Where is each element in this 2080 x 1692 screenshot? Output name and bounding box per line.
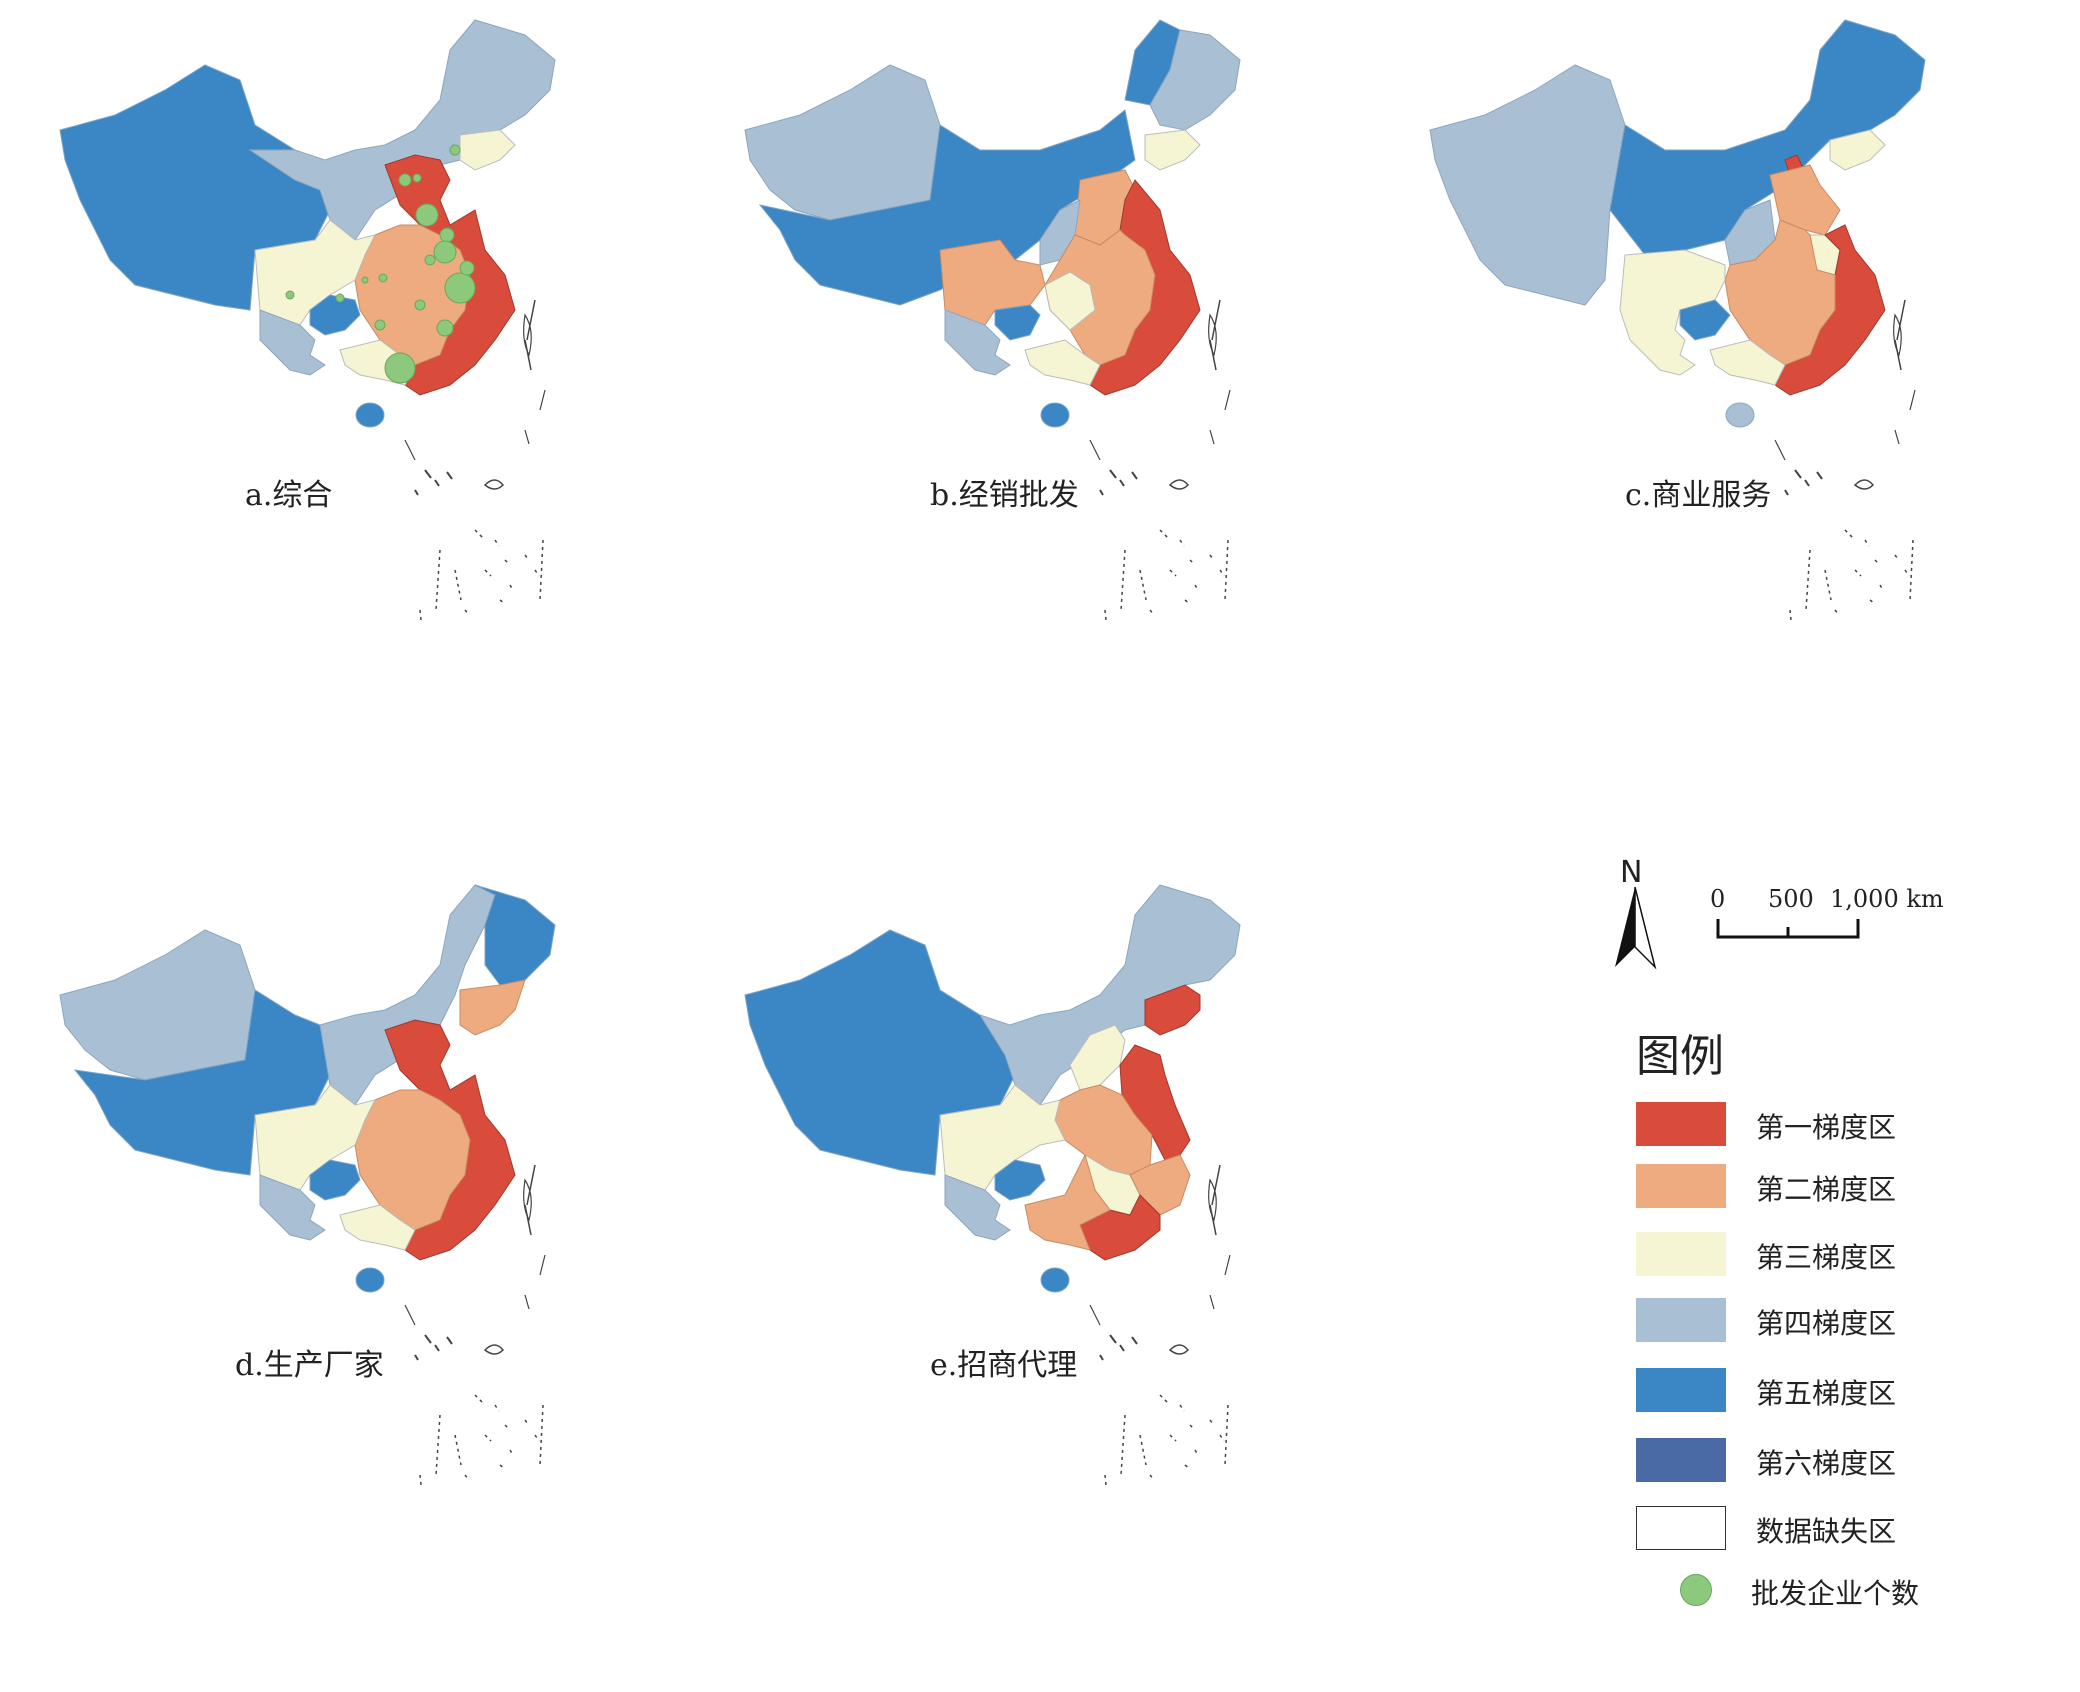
map-panel-a: a.综合 [55,10,575,620]
legend-item-5: 第五梯度区 [1636,1368,2076,1418]
panel-label-a: a.综合 [245,478,333,513]
legend-swatch-7 [1636,1506,1726,1550]
legend-label-1: 第一梯度区 [1756,1111,1897,1144]
map-panel-e: e.招商代理 [740,875,1260,1485]
legend-label-6: 第六梯度区 [1756,1447,1897,1480]
panel-label-d: d.生产厂家 [235,1348,384,1383]
legend-swatch-1 [1636,1102,1726,1146]
legend-label-7: 数据缺失区 [1756,1515,1897,1548]
map-d-svg [59,884,556,1485]
panel-label-e: e.招商代理 [930,1348,1078,1383]
north-letter: N [1620,855,1643,890]
map-b-svg [744,19,1241,620]
legend-dot-label: 批发企业个数 [1751,1577,1920,1610]
panel-label-c: c.商业服务 [1625,478,1772,513]
legend-item-6: 第六梯度区 [1636,1438,2076,1488]
north-arrow: N [1610,855,1670,975]
legend-label-2: 第二梯度区 [1756,1173,1897,1206]
legend-item-3: 第三梯度区 [1636,1232,2076,1282]
legend-swatch-5 [1636,1368,1726,1412]
panel-label-b: b.经销批发 [930,478,1079,513]
legend-swatch-4 [1636,1298,1726,1342]
map-panel-c: c.商业服务 [1425,10,1945,620]
legend-label-4: 第四梯度区 [1756,1307,1897,1340]
legend-item-7: 数据缺失区 [1636,1506,2076,1556]
scale-label-0: 0 [1710,885,1726,913]
map-e-svg [744,884,1241,1485]
scale-label-500: 500 [1768,885,1814,913]
map-a-svg [59,19,556,620]
legend-item-2: 第二梯度区 [1636,1164,2076,1214]
map-c-svg [1429,19,1926,620]
map-panel-b: b.经销批发 [740,10,1260,620]
legend-item-dot: 批发企业个数 [1636,1568,2076,1618]
enterprise-dots [285,144,476,384]
scale-bar: 0 500 1,000 km [1700,885,1960,945]
legend-swatch-2 [1636,1164,1726,1208]
map-panel-d: d.生产厂家 [55,875,575,1485]
north-arrow-icon [1615,887,1657,970]
scale-label-1000: 1,000 km [1830,885,1944,913]
legend-dot-icon [1680,1574,1712,1606]
legend-swatch-6 [1636,1438,1726,1482]
legend-label-3: 第三梯度区 [1756,1241,1897,1274]
legend-item-4: 第四梯度区 [1636,1298,2076,1348]
legend-item-1: 第一梯度区 [1636,1102,2076,1152]
scale-bar-line [1716,919,1860,939]
legend-title: 图例 [1636,1031,1724,1082]
legend-swatch-3 [1636,1232,1726,1276]
legend-label-5: 第五梯度区 [1756,1377,1897,1410]
